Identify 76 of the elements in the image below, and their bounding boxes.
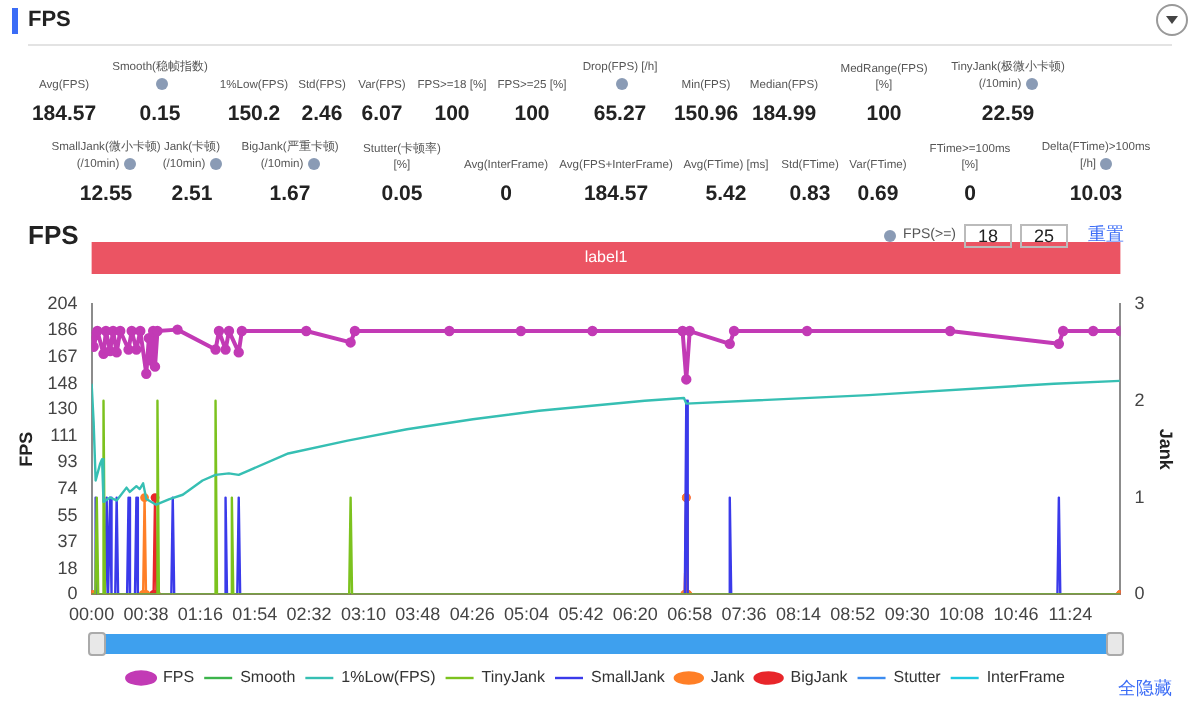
x-tick-label: 11:24: [1048, 604, 1093, 625]
data-label: 0: [500, 182, 512, 206]
data-label: 0: [964, 182, 976, 206]
chart-title: FPS: [28, 220, 79, 250]
data-label: 2.46: [301, 102, 343, 126]
data-label: 100: [866, 102, 902, 126]
x-tick-label: 01:54: [232, 604, 278, 625]
data-label: 10.03: [1069, 182, 1123, 206]
legend-label: BigJank: [790, 668, 850, 687]
y-tick-label: 74: [57, 478, 78, 499]
data-label: 22.59: [981, 102, 1035, 126]
data-label: 6.07: [361, 102, 403, 126]
data-label: 0.05: [381, 182, 423, 206]
x-tick-label: 00:00: [69, 604, 115, 625]
data-label: 5.42: [705, 182, 747, 206]
x-tick-label: 10:46: [993, 604, 1039, 625]
y-tick-label: 55: [57, 505, 78, 526]
legend-label: TinyJank: [481, 668, 548, 687]
y-tick-label: 111: [50, 425, 78, 446]
legend-label: Jank: [710, 668, 747, 687]
y-tick-label: 18: [57, 557, 78, 578]
text: 18: [964, 223, 1012, 247]
x-tick-label: 05:04: [504, 604, 550, 625]
y2-tick-label: 1: [1134, 486, 1145, 507]
x-tick-label: 00:38: [123, 604, 169, 625]
legend-label: Smooth: [240, 668, 296, 687]
x-tick-label: 06:20: [612, 604, 658, 625]
data-label: 1.67: [269, 182, 311, 206]
x-tick-label: 06:58: [667, 604, 713, 625]
data-label: 150.96: [673, 102, 739, 126]
x-tick-label: 09:30: [884, 604, 930, 625]
text: 重置: [1088, 222, 1124, 248]
y-tick-label: 148: [47, 372, 78, 393]
x-tick-label: 08:14: [775, 604, 821, 625]
x-tick-label: 07:36: [721, 604, 767, 625]
legend-label: SmallJank: [591, 668, 667, 687]
text: 25: [1020, 223, 1068, 247]
y-axis-title: FPS: [15, 431, 36, 467]
x-tick-label: 04:26: [449, 604, 495, 625]
text: 全隐藏: [1118, 676, 1172, 702]
x-tick-label: 01:16: [177, 604, 223, 625]
x-tick-label: 05:42: [558, 604, 604, 625]
data-label: 0.83: [789, 182, 831, 206]
legend-label: Stutter: [893, 668, 942, 687]
y2-axis-title: Jank: [1156, 428, 1177, 472]
data-label: 0.69: [857, 182, 899, 206]
legend-label: FPS: [163, 668, 195, 687]
y-tick-label: 167: [47, 345, 78, 366]
data-label: 100: [434, 102, 470, 126]
data-label: 100: [514, 102, 550, 126]
y2-tick-label: 3: [1134, 292, 1145, 313]
legend-label: InterFrame: [986, 668, 1067, 687]
data-label: 184.99: [751, 102, 817, 126]
data-label: 184.57: [31, 102, 97, 126]
data-label: 184.57: [583, 182, 649, 206]
y-tick-label: 0: [67, 583, 78, 604]
y-tick-label: 130: [47, 398, 78, 419]
data-label: 12.55: [79, 182, 133, 206]
legend-label: 1%Low(FPS): [341, 668, 437, 687]
x-tick-label: 08:52: [830, 604, 876, 625]
data-label: 65.27: [593, 102, 647, 126]
x-tick-label: 10:08: [939, 604, 985, 625]
text: label1: [584, 248, 629, 267]
data-label: 2.51: [171, 182, 213, 206]
data-label: 150.2: [227, 102, 281, 126]
y-tick-label: 93: [57, 450, 78, 471]
data-label: 0.15: [139, 102, 181, 126]
text: FPS: [12, 8, 71, 34]
y2-tick-label: 2: [1134, 389, 1145, 410]
x-tick-label: 03:10: [340, 604, 387, 625]
y-tick-label: 204: [47, 292, 78, 313]
y-tick-label: 186: [47, 318, 78, 339]
x-tick-label: 03:48: [395, 604, 441, 625]
x-tick-label: 02:32: [286, 604, 332, 625]
y-tick-label: 37: [57, 530, 78, 551]
y2-tick-label: 0: [1134, 583, 1145, 604]
